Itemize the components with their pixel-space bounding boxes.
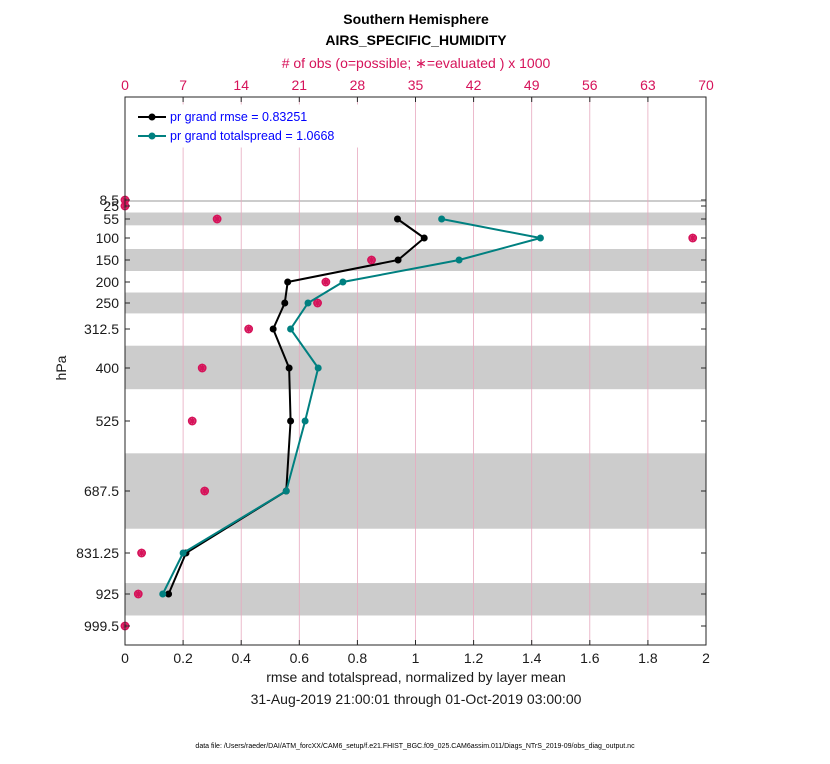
axes: 0 0.2 0.4 0.6 0.8 1 1.2 1.4 1.6 1.8 2 0 7 14 21 28 35 42 4… (76, 77, 714, 666)
series-point-rmse (269, 325, 277, 333)
series-point-rmse (393, 215, 401, 223)
obs-evaluated-marker (200, 486, 209, 496)
obs-evaluated-marker (688, 233, 697, 243)
obs-evaluated-marker (134, 589, 143, 599)
series-point-totalspread (159, 590, 167, 598)
y-axis-label: hPa (53, 355, 69, 380)
obs-star-stroke (367, 256, 376, 264)
y-tick-label: 25 (103, 198, 119, 214)
legend-marker-rmse (148, 113, 156, 121)
obs-star-stroke (138, 549, 146, 557)
series-point-rmse (287, 417, 295, 425)
x-tick-label: 0.6 (290, 650, 310, 666)
series-point-totalspread (455, 256, 463, 264)
x-tick-label: 1.6 (580, 650, 600, 666)
y-tick-label: 55 (103, 211, 119, 227)
y-tick-label: 100 (96, 230, 120, 246)
obs-evaluated-marker (197, 363, 207, 373)
obs-star-stroke (134, 590, 142, 598)
legend-box (132, 104, 374, 148)
series-point-totalspread (438, 215, 446, 223)
series-point-totalspread (339, 278, 347, 286)
obs-evaluated-marker (321, 277, 331, 287)
top-tick-label: 21 (292, 77, 308, 93)
x-tick-label: 1.2 (464, 650, 484, 666)
obs-count-markers (120, 195, 698, 631)
data-file-footer: data file: /Users/raeder/DAI/ATM_forcXX/… (195, 743, 635, 750)
top-tick-label: 49 (524, 77, 540, 93)
x-tick-label: 0.4 (231, 650, 251, 666)
series-point-rmse (281, 299, 289, 307)
obs-evaluated-marker (313, 298, 322, 308)
obs-star-stroke (689, 234, 697, 242)
obs-star-stroke (188, 417, 196, 425)
legend-label-totalspread: pr grand totalspread = 1.0668 (170, 129, 334, 143)
series-point-rmse (420, 234, 428, 242)
top-tick-label: 0 (121, 77, 129, 93)
x-tick-label: 1.4 (522, 650, 542, 666)
top-tick-label: 42 (466, 77, 482, 93)
y-tick-label: 999.5 (84, 618, 119, 634)
y-tick-label: 8.5 (100, 192, 120, 208)
series-point-totalspread (301, 417, 309, 425)
y-tick-label: 312.5 (84, 321, 119, 337)
legend-marker-totalspread (148, 132, 156, 140)
top-tick-label: 70 (698, 77, 714, 93)
x-axis-label: rmse and totalspread, normalized by laye… (266, 669, 566, 685)
top-tick-label: 63 (640, 77, 656, 93)
y-tick-label: 925 (96, 586, 120, 602)
top-tick-label: 28 (350, 77, 366, 93)
series-line-totalspread (161, 218, 541, 595)
y-tick-label: 150 (96, 252, 120, 268)
obs-star-stroke (213, 215, 221, 223)
y-tick-label: 200 (96, 274, 120, 290)
obs-star-stroke (201, 487, 209, 495)
series-point-rmse (284, 278, 292, 286)
obs-evaluated-marker (212, 214, 222, 224)
obs-star-stroke (198, 364, 206, 372)
legend: pr grand rmse = 0.83251 pr grand totalspr… (132, 104, 374, 148)
series-lines (159, 215, 544, 598)
obs-star-stroke (322, 278, 330, 286)
x-tick-label: 1.8 (638, 650, 658, 666)
obs-evaluated-marker (367, 255, 376, 265)
x-tick-label: 2 (702, 650, 710, 666)
x-tick-label: 0.8 (348, 650, 368, 666)
y-tick-label: 525 (96, 413, 120, 429)
top-axis-label: # of obs (o=possible; ∗=evaluated ) x 10… (282, 55, 551, 71)
series-point-rmse (394, 256, 402, 264)
obs-star-stroke (314, 299, 322, 307)
x-tick-label: 0.2 (173, 650, 193, 666)
series-point-rmse (285, 364, 293, 372)
chart-title: Southern Hemisphere (343, 11, 489, 27)
series-point-totalspread (314, 364, 322, 372)
top-tick-label: 14 (233, 77, 249, 93)
y-tick-label: 687.5 (84, 483, 119, 499)
obs-evaluated-marker (244, 324, 253, 334)
top-tick-label: 35 (408, 77, 424, 93)
x-tick-label: 1 (412, 650, 420, 666)
series-point-totalspread (304, 299, 312, 307)
y-tick-label: 400 (96, 360, 120, 376)
series-point-totalspread (536, 234, 544, 242)
x-tick-label: 0 (121, 650, 129, 666)
series-point-totalspread (179, 549, 187, 557)
series-point-totalspread (287, 325, 295, 333)
obs-star-stroke (245, 325, 253, 333)
top-tick-label: 7 (179, 77, 187, 93)
x-axis-date-range: 31-Aug-2019 21:00:01 through 01-Oct-2019… (251, 691, 582, 707)
series-point-totalspread (282, 487, 290, 495)
y-tick-label: 250 (96, 295, 120, 311)
obs-evaluated-marker (137, 548, 146, 558)
legend-label-rmse: pr grand rmse = 0.83251 (170, 110, 307, 124)
y-tick-label: 831.25 (76, 545, 119, 561)
top-tick-label: 56 (582, 77, 598, 93)
series-point-rmse (165, 590, 173, 598)
chart-subtitle: AIRS_SPECIFIC_HUMIDITY (325, 32, 507, 48)
obs-evaluated-marker (188, 416, 197, 426)
